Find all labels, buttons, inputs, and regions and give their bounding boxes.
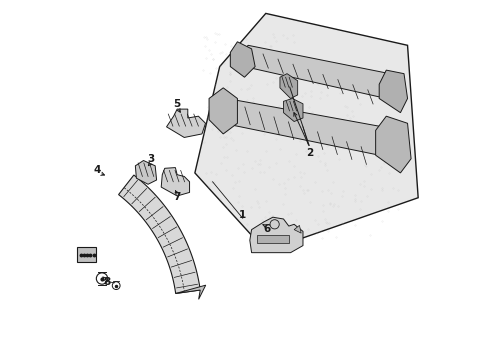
Polygon shape [161, 168, 189, 196]
Polygon shape [378, 70, 407, 113]
Polygon shape [256, 235, 288, 243]
Polygon shape [77, 247, 96, 262]
Polygon shape [230, 42, 255, 77]
Polygon shape [166, 109, 205, 138]
Text: 3: 3 [147, 154, 154, 165]
Text: 5: 5 [173, 99, 181, 109]
Polygon shape [135, 161, 156, 184]
Polygon shape [283, 99, 303, 122]
Polygon shape [118, 175, 200, 293]
Polygon shape [375, 116, 410, 173]
Polygon shape [249, 217, 303, 253]
Polygon shape [219, 99, 389, 155]
Polygon shape [293, 225, 301, 233]
Text: 7: 7 [173, 192, 181, 202]
Polygon shape [279, 74, 297, 99]
Polygon shape [175, 285, 205, 299]
Text: 6: 6 [263, 224, 270, 234]
Text: 4: 4 [93, 165, 100, 175]
Text: 1: 1 [239, 211, 246, 220]
Polygon shape [195, 13, 417, 251]
Text: 8: 8 [103, 277, 111, 287]
Polygon shape [209, 88, 237, 134]
Polygon shape [241, 45, 396, 99]
Text: 2: 2 [306, 148, 313, 158]
